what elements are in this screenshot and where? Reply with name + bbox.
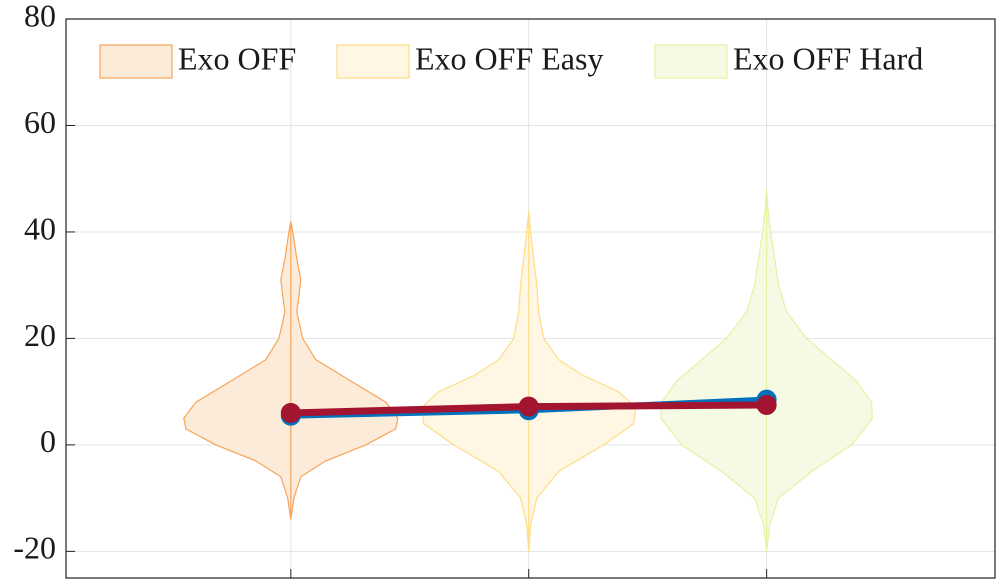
series-marker xyxy=(756,394,777,415)
legend-label: Exo OFF Easy xyxy=(415,40,603,76)
legend-swatch xyxy=(99,44,173,79)
legend-label: Exo OFF xyxy=(178,40,296,76)
y-tick-label: 60 xyxy=(24,104,56,140)
axes-box xyxy=(65,18,996,579)
legend-swatch xyxy=(336,44,410,79)
y-tick-label: 20 xyxy=(24,317,56,353)
series-marker xyxy=(280,402,301,423)
y-tick-label: 80 xyxy=(24,0,56,33)
y-tick-label: 40 xyxy=(24,210,56,246)
legend-swatch xyxy=(654,44,728,79)
y-tick-label: -20 xyxy=(13,530,56,566)
y-tick-label: 0 xyxy=(40,423,56,459)
legend-label: Exo OFF Hard xyxy=(733,40,923,76)
series-marker xyxy=(518,396,539,417)
